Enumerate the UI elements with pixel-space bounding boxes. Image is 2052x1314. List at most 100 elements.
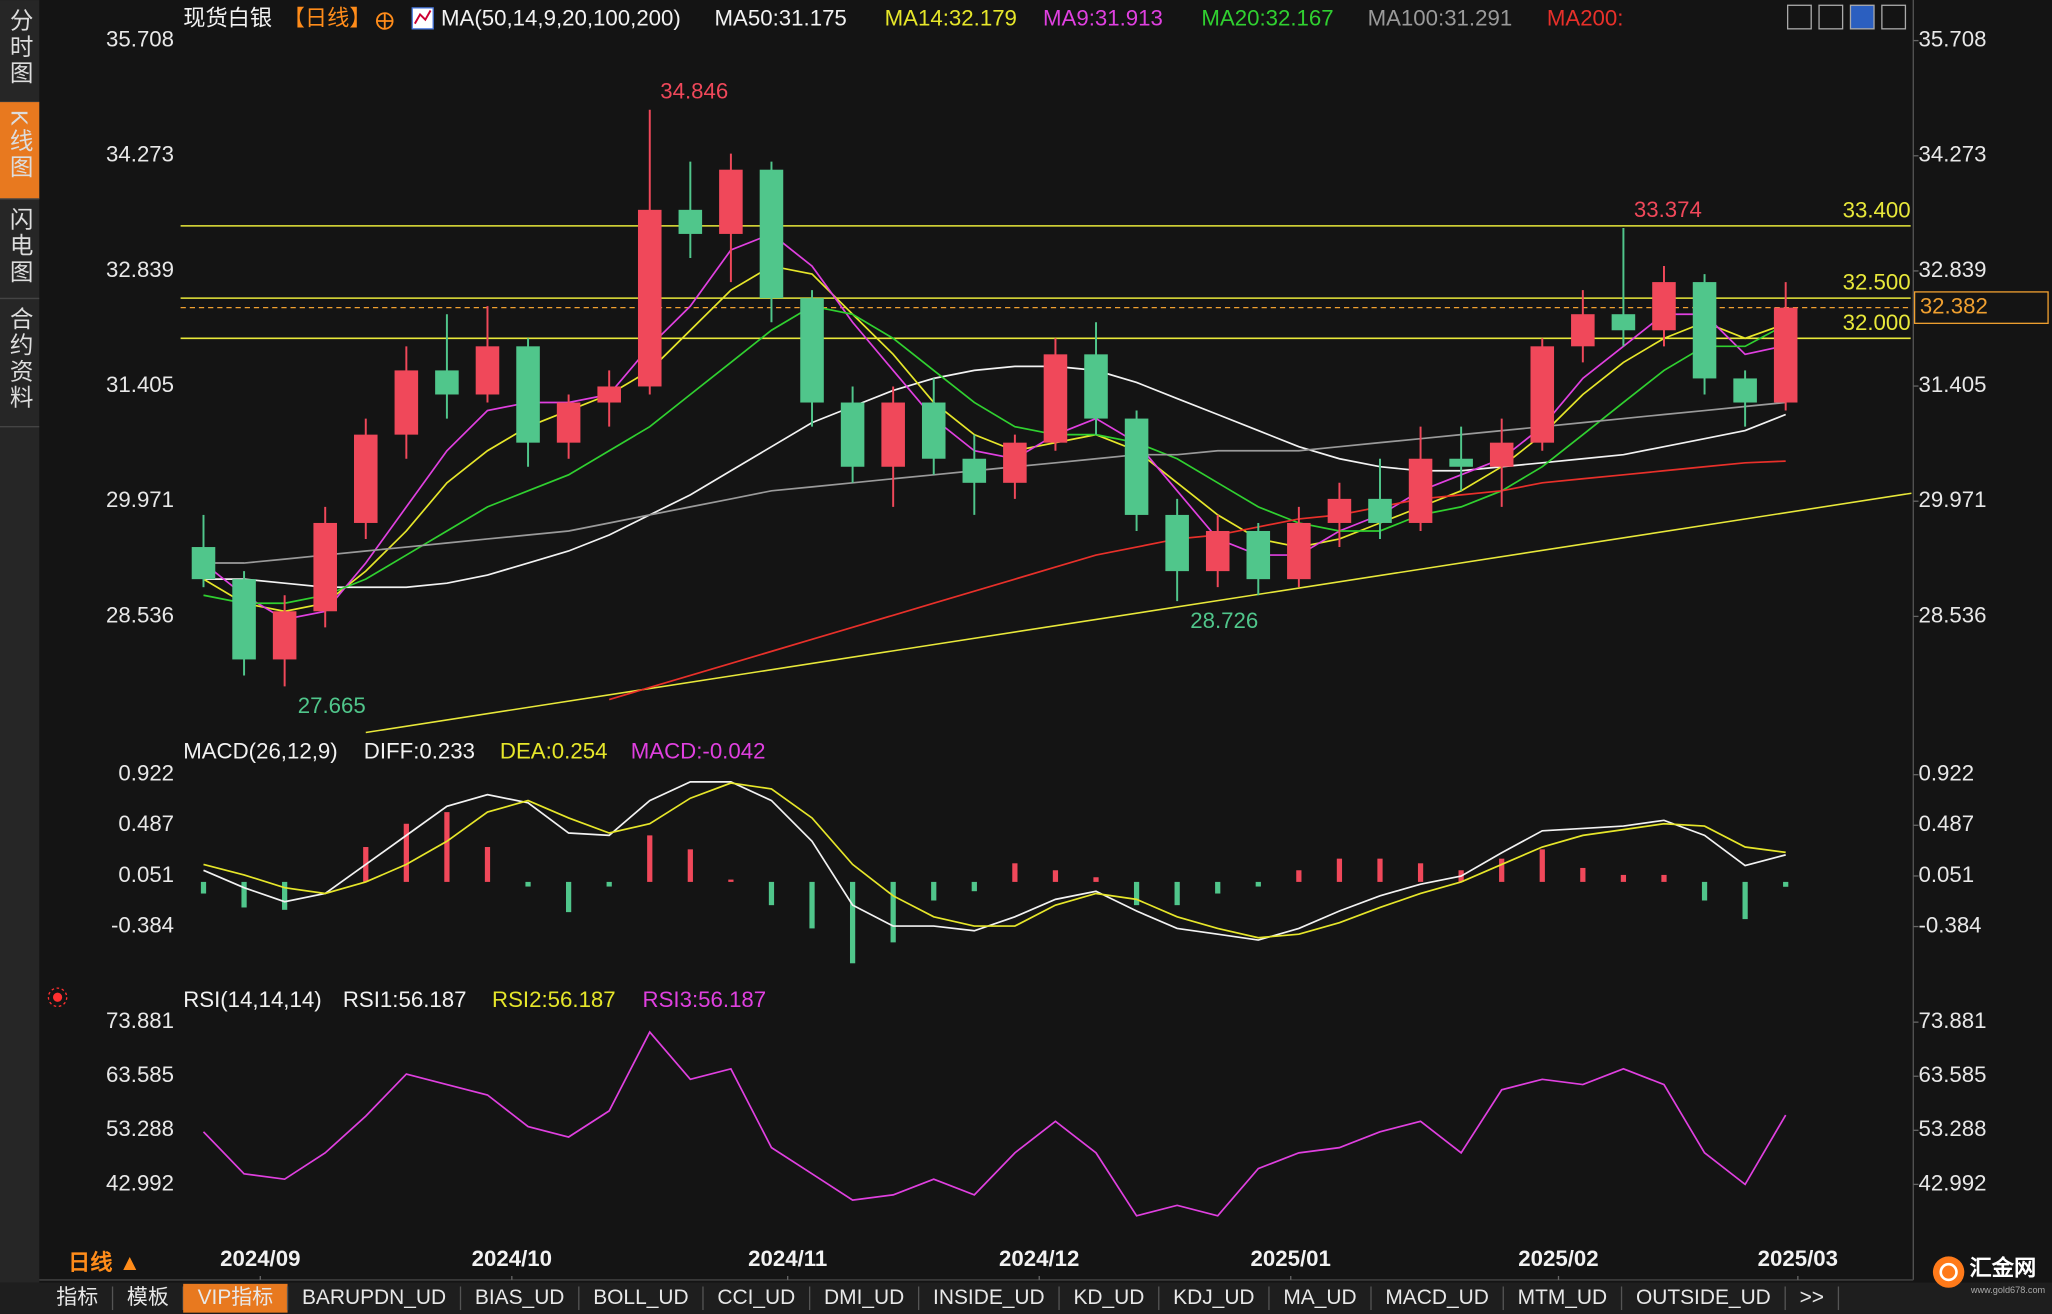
y-tick-label-left: 35.708 bbox=[106, 26, 174, 51]
macd-bar bbox=[606, 881, 612, 887]
macd-bar bbox=[403, 823, 409, 882]
bottom-tab[interactable]: KD_UD bbox=[1073, 1286, 1144, 1309]
indicator-icon-line bbox=[413, 10, 432, 25]
bottom-tab[interactable]: MTM_UD bbox=[1518, 1286, 1608, 1309]
legend-entry: MACD:-0.042 bbox=[631, 738, 766, 763]
chart-title: 现货白银 bbox=[183, 6, 272, 31]
bottom-tab[interactable]: 模板 bbox=[127, 1286, 169, 1309]
bottom-tab[interactable]: INSIDE_UD bbox=[933, 1286, 1045, 1309]
candle-body bbox=[1327, 498, 1352, 523]
alert-icon[interactable] bbox=[47, 987, 68, 1008]
indicator-line bbox=[202, 1030, 1787, 1217]
candle-body bbox=[1692, 282, 1717, 379]
bottom-tab[interactable]: VIP指标 bbox=[198, 1286, 274, 1309]
bottom-tab[interactable]: MA_UD bbox=[1283, 1286, 1356, 1309]
y-tick-label-left: 63.585 bbox=[106, 1062, 174, 1087]
candle-body bbox=[516, 346, 540, 443]
sidebar bbox=[0, 0, 40, 1283]
sidebar-tab[interactable]: K线图 bbox=[7, 110, 33, 181]
y-tick-label-left: 31.405 bbox=[106, 372, 174, 397]
macd-bar bbox=[444, 812, 450, 882]
candle-body bbox=[1733, 378, 1757, 403]
bottom-tab[interactable]: DMI_UD bbox=[824, 1286, 904, 1309]
bottom-tab[interactable]: BIAS_UD bbox=[475, 1286, 565, 1309]
macd-bar bbox=[1377, 858, 1383, 882]
y-tick-label-left: 32.839 bbox=[106, 257, 174, 282]
bottom-tab[interactable]: BARUPDN_UD bbox=[302, 1286, 446, 1309]
y-tick-label-right: 63.585 bbox=[1919, 1062, 1987, 1087]
candle-body bbox=[962, 458, 987, 483]
add-icon[interactable] bbox=[375, 12, 394, 30]
sidebar-tab[interactable]: 分时图 bbox=[7, 8, 33, 87]
trend-line bbox=[365, 492, 1912, 734]
current-price-box bbox=[1913, 291, 2049, 324]
bottom-tab[interactable]: OUTSIDE_UD bbox=[1636, 1286, 1771, 1309]
candle-body bbox=[921, 402, 946, 459]
candle-body bbox=[1571, 314, 1595, 347]
legend-entry: MA200: bbox=[1547, 6, 1624, 31]
candle-body bbox=[1084, 354, 1108, 419]
y-tick-label-right: -0.384 bbox=[1919, 912, 1982, 937]
bottom-tab[interactable]: CCI_UD bbox=[717, 1286, 795, 1309]
candle-body bbox=[394, 370, 419, 435]
legend-entry: DIFF:0.233 bbox=[364, 738, 475, 763]
period-label: 【日线】 bbox=[283, 6, 372, 31]
candle-body bbox=[637, 209, 662, 387]
candle-body bbox=[678, 209, 703, 234]
macd-bar bbox=[971, 881, 977, 892]
y-tick-label-left: 42.992 bbox=[106, 1170, 174, 1195]
macd-bar bbox=[525, 881, 531, 887]
candle-body bbox=[1530, 346, 1555, 443]
y-tick-label-left: 34.273 bbox=[106, 142, 174, 167]
x-tick-label: 2024/10 bbox=[472, 1246, 552, 1271]
y-tick-label-left: 53.288 bbox=[106, 1116, 174, 1141]
indicator-line bbox=[203, 305, 1787, 605]
y-tick-label-left: -0.384 bbox=[111, 912, 174, 937]
macd-bar bbox=[566, 881, 572, 913]
x-tick-label: 2024/12 bbox=[999, 1246, 1079, 1271]
candle-body bbox=[1165, 514, 1189, 572]
y-tick-label-right: 0.922 bbox=[1919, 761, 1975, 786]
legend-entry: MA14:32.179 bbox=[885, 6, 1017, 31]
toolbar-icon[interactable] bbox=[1849, 4, 1875, 30]
macd-bar bbox=[1133, 881, 1140, 906]
sidebar-tab[interactable]: 合约资料 bbox=[7, 306, 34, 411]
panel-title: RSI(14,14,14) bbox=[183, 987, 321, 1012]
indicator-line bbox=[203, 782, 1786, 939]
extreme-label: 33.374 bbox=[1634, 197, 1702, 222]
macd-bar bbox=[1296, 870, 1302, 882]
bottom-tab[interactable]: >> bbox=[1800, 1286, 1824, 1309]
level-label: 32.000 bbox=[1843, 310, 1911, 335]
candle-body bbox=[435, 370, 459, 395]
macd-bar bbox=[1742, 881, 1748, 920]
macd-bar bbox=[484, 847, 491, 882]
toolbar-icon[interactable] bbox=[1881, 4, 1907, 30]
macd-bar bbox=[687, 849, 693, 882]
candle-body bbox=[1408, 458, 1433, 523]
period-button[interactable]: 日线 ▲ bbox=[68, 1249, 141, 1275]
bottom-tab[interactable]: MACD_UD bbox=[1385, 1286, 1488, 1309]
legend-entry: RSI3:56.187 bbox=[643, 987, 767, 1012]
macd-bar bbox=[1661, 874, 1667, 882]
bottom-tab[interactable]: BOLL_UD bbox=[593, 1286, 688, 1309]
bottom-tab[interactable]: KDJ_UD bbox=[1173, 1286, 1254, 1309]
y-tick-label-right: 0.051 bbox=[1919, 862, 1975, 887]
legend-entry: DEA:0.254 bbox=[500, 738, 608, 763]
y-tick-label-right: 42.992 bbox=[1919, 1170, 1987, 1195]
toolbar-icon[interactable] bbox=[1786, 4, 1812, 30]
indicator-line bbox=[203, 780, 1786, 941]
macd-bar bbox=[1336, 858, 1343, 882]
sidebar-tab[interactable]: 闪电图 bbox=[7, 207, 33, 286]
indicator-line bbox=[203, 401, 1786, 564]
macd-bar bbox=[282, 881, 288, 910]
candle-body bbox=[800, 298, 824, 403]
candle-body bbox=[1287, 522, 1311, 580]
toolbar-icon[interactable] bbox=[1818, 4, 1844, 30]
y-tick-label-left: 29.971 bbox=[106, 487, 174, 512]
bottom-tab[interactable]: 指标 bbox=[56, 1286, 98, 1309]
candle-body bbox=[840, 402, 865, 467]
candle-body bbox=[1043, 354, 1068, 443]
extreme-label: 28.726 bbox=[1190, 608, 1258, 633]
indicator-line bbox=[202, 232, 1786, 621]
x-tick-label: 2024/09 bbox=[220, 1246, 300, 1271]
